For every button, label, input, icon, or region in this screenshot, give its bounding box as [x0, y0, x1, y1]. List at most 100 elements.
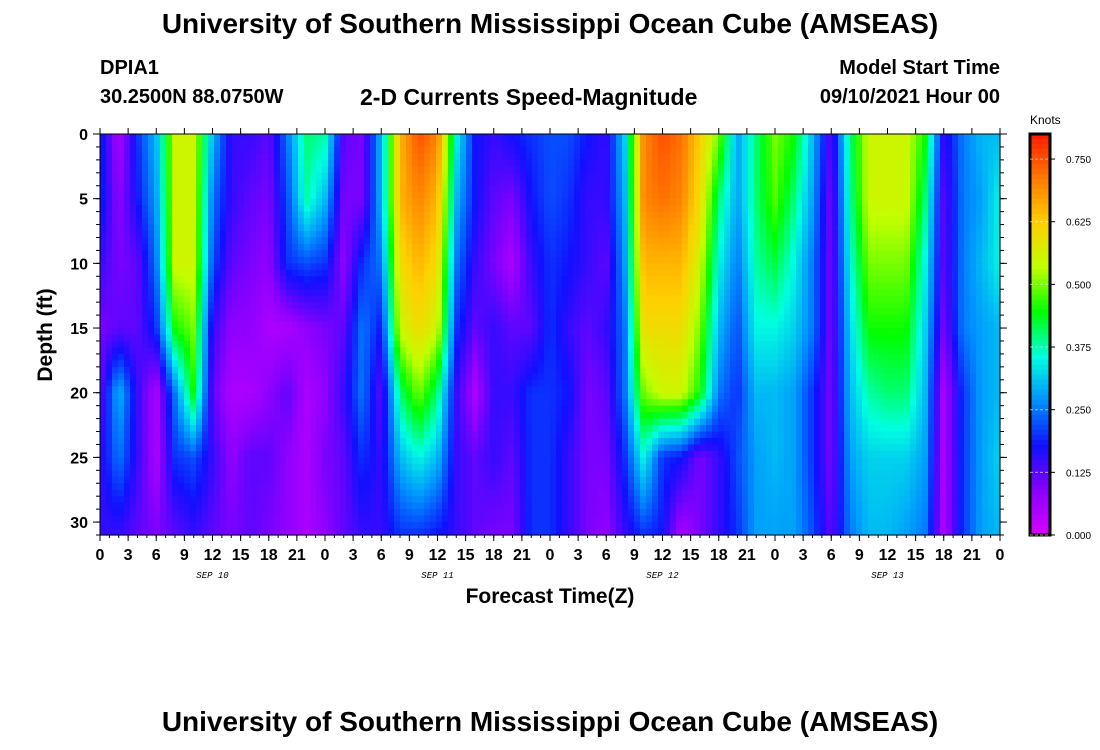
heatmap-cell [868, 340, 875, 349]
heatmap-cell [982, 321, 989, 329]
heatmap-cell [610, 269, 617, 277]
heatmap-cell [238, 308, 245, 316]
heatmap-cell [370, 243, 377, 252]
heatmap-cell [424, 276, 431, 284]
heatmap-cell [808, 282, 815, 290]
heatmap-cell [550, 159, 557, 167]
heatmap-cell [880, 315, 887, 323]
heatmap-cell [118, 328, 125, 336]
heatmap-cell [346, 315, 353, 323]
heatmap-cell [862, 302, 869, 310]
heatmap-cell [310, 321, 317, 329]
heatmap-cell [988, 166, 995, 174]
heatmap-cell [754, 295, 761, 303]
heatmap-cell [850, 172, 857, 180]
heatmap-cell [406, 315, 413, 323]
heatmap-cell [922, 256, 929, 264]
heatmap-cell [994, 140, 1001, 148]
heatmap-cell [298, 256, 305, 264]
heatmap-cell [280, 308, 287, 316]
heatmap-cell [454, 282, 461, 290]
heatmap-cell [802, 134, 809, 142]
heatmap-cell [382, 218, 389, 226]
heatmap-cell [178, 334, 185, 342]
heatmap-cell [826, 140, 833, 148]
heatmap-cell [646, 179, 653, 187]
heatmap-cell [700, 308, 707, 316]
heatmap-cell [316, 243, 323, 252]
heatmap-cell [778, 243, 785, 252]
heatmap-cell [334, 159, 341, 167]
heatmap-cell [760, 295, 767, 303]
heatmap-cell [736, 308, 743, 316]
heatmap-cell [640, 308, 647, 316]
heatmap-cell [814, 289, 821, 297]
heatmap-cell [574, 218, 581, 226]
heatmap-cell [358, 315, 365, 323]
heatmap-cell [310, 185, 317, 193]
heatmap-cell [154, 256, 161, 264]
heatmap-cell [142, 146, 149, 155]
heatmap-cell [376, 198, 383, 206]
heatmap-cell [238, 282, 245, 290]
heatmap-cell [370, 218, 377, 226]
heatmap-cell [286, 179, 293, 187]
heatmap-cell [472, 224, 479, 232]
heatmap-cell [898, 218, 905, 226]
heatmap-cell [970, 276, 977, 284]
heatmap-cell [742, 159, 749, 167]
heatmap-cell [232, 198, 239, 206]
heatmap-cell [298, 159, 305, 167]
heatmap-cell [178, 276, 185, 284]
heatmap-cell [952, 134, 959, 142]
heatmap-cell [910, 334, 917, 342]
heatmap-cell [430, 263, 437, 271]
heatmap-cell [184, 192, 191, 200]
heatmap-cell [502, 340, 509, 349]
heatmap-cell [160, 185, 167, 193]
heatmap-cell [922, 295, 929, 303]
heatmap-cell [136, 153, 143, 161]
heatmap-cell [952, 321, 959, 329]
heatmap-cell [730, 263, 737, 271]
heatmap-cell [352, 289, 359, 297]
heatmap-cell [562, 146, 569, 155]
heatmap-cell [694, 166, 701, 174]
heatmap-cell [406, 146, 413, 155]
heatmap-cell [880, 328, 887, 336]
heatmap-cell [364, 308, 371, 316]
heatmap-cell [826, 276, 833, 284]
heatmap-cell [982, 218, 989, 226]
heatmap-cell [142, 263, 149, 271]
heatmap-cell [526, 250, 533, 258]
heatmap-cell [448, 237, 455, 245]
heatmap-cell [610, 224, 617, 232]
heatmap-cell [274, 263, 281, 271]
heatmap-cell [502, 276, 509, 284]
heatmap-cell [772, 315, 779, 323]
heatmap-cell [994, 146, 1001, 155]
heatmap-cell [496, 153, 503, 161]
heatmap-cell [274, 166, 281, 174]
heatmap-cell [322, 172, 329, 180]
heatmap-cell [760, 179, 767, 187]
heatmap-cell [862, 328, 869, 336]
heatmap-cell [760, 140, 767, 148]
heatmap-cell [778, 224, 785, 232]
heatmap-cell [322, 192, 329, 200]
heatmap-cell [910, 192, 917, 200]
heatmap-cell [964, 231, 971, 239]
heatmap-cell [544, 321, 551, 329]
heatmap-cell [214, 282, 221, 290]
heatmap-cell [592, 250, 599, 258]
heatmap-cell [142, 276, 149, 284]
heatmap-cell [802, 205, 809, 213]
heatmap-cell [592, 185, 599, 193]
heatmap-cell [274, 250, 281, 258]
heatmap-cell [922, 211, 929, 219]
heatmap-cell [118, 308, 125, 316]
heatmap-cell [766, 159, 773, 167]
heatmap-cell [418, 302, 425, 310]
heatmap-cell [112, 179, 119, 187]
heatmap-cell [934, 282, 941, 290]
